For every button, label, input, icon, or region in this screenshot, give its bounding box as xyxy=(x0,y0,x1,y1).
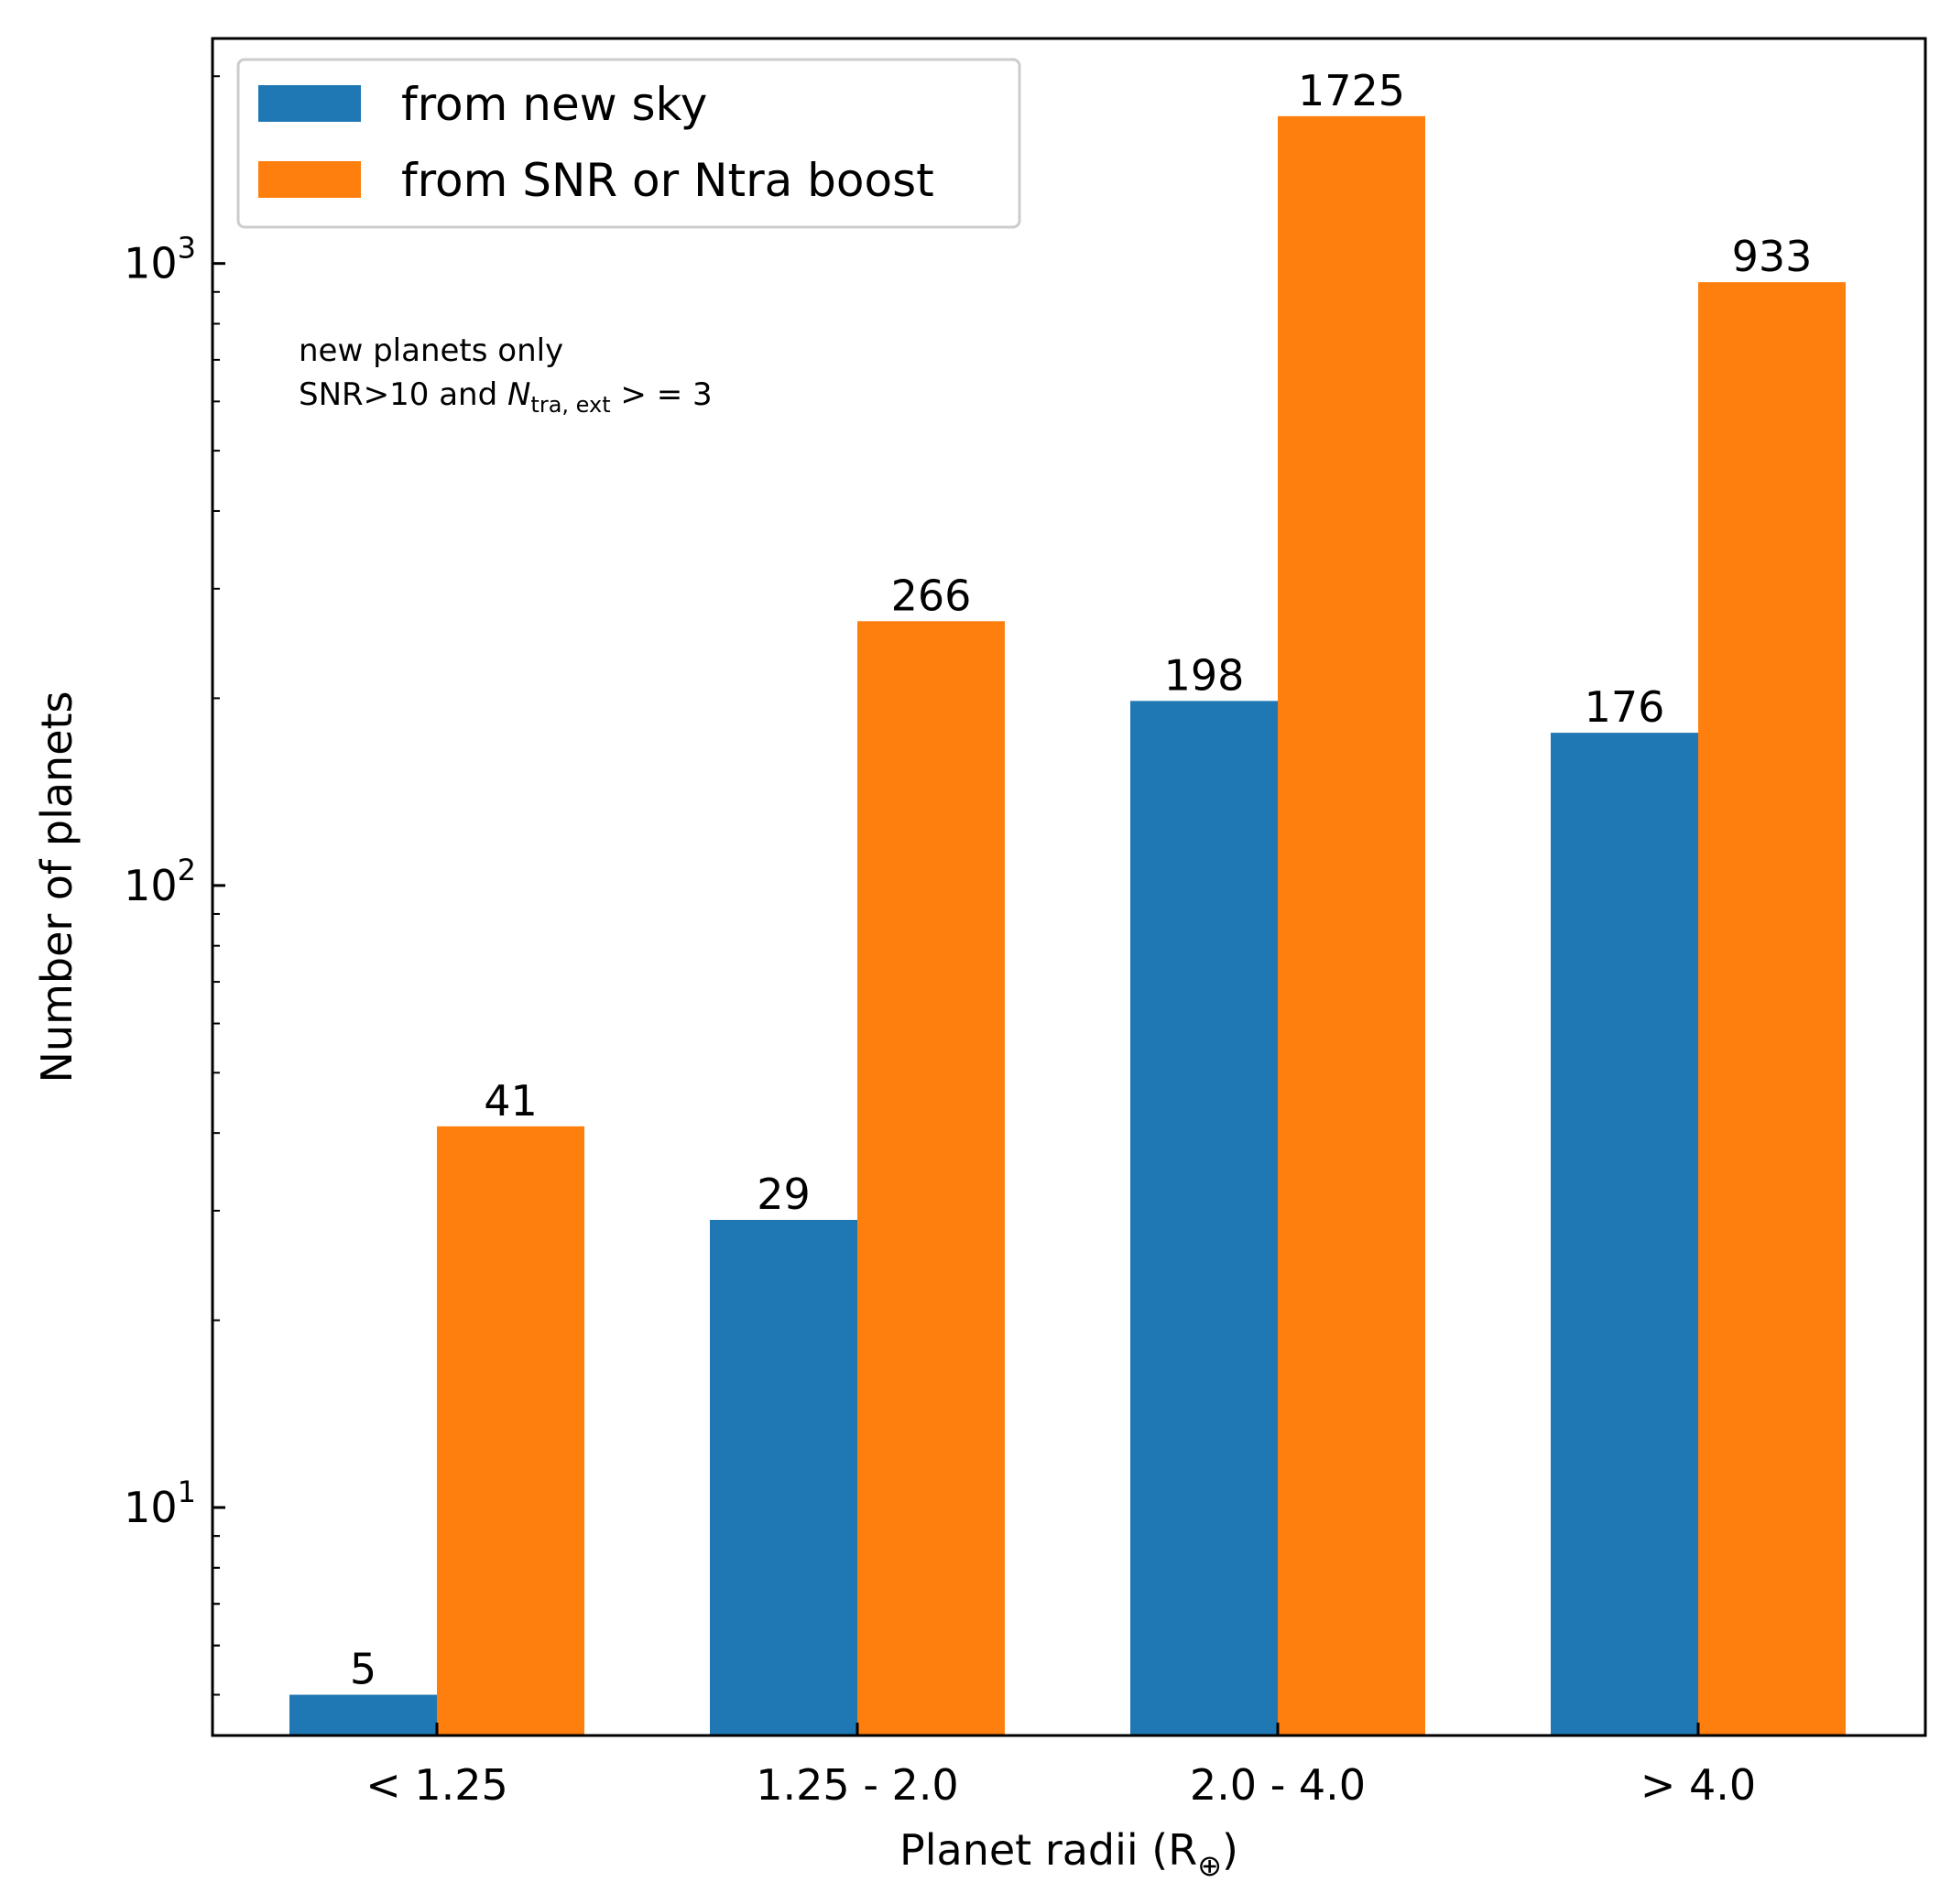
y-tick-label-2: 103 xyxy=(124,231,196,288)
legend-label-new-sky: from new sky xyxy=(401,78,707,131)
bar-new-sky-0 xyxy=(289,1694,437,1735)
x-tick-label-2: 2.0 - 4.0 xyxy=(1190,1760,1366,1810)
bar-snr-boost-3 xyxy=(1698,282,1846,1735)
bar-snr-boost-1 xyxy=(857,621,1005,1735)
data-label-new-sky-2: 198 xyxy=(1164,650,1245,700)
data-label-snr-boost-1: 266 xyxy=(891,571,972,620)
bar-new-sky-2 xyxy=(1130,701,1278,1735)
data-label-snr-boost-2: 1725 xyxy=(1298,66,1405,115)
x-tick-label-0: < 1.25 xyxy=(365,1760,508,1810)
y-tick-label-0: 101 xyxy=(124,1474,196,1532)
y-tick-exponent-1: 2 xyxy=(178,853,196,887)
y-tick-exponent-0: 1 xyxy=(178,1474,196,1509)
data-label-snr-boost-3: 933 xyxy=(1732,232,1813,281)
y-tick-base-2: 10 xyxy=(124,239,178,288)
x-tick-label-1: 1.25 - 2.0 xyxy=(756,1760,958,1810)
y-axis-label: Number of planets xyxy=(32,691,82,1083)
bars-layer xyxy=(289,115,1846,1736)
x-axis-label-text: Planet radii (R xyxy=(899,1825,1197,1875)
legend-swatch-new-sky xyxy=(258,85,361,122)
annotation-line-1: new planets only xyxy=(299,332,563,369)
annotation-variable: N xyxy=(507,376,530,413)
annotation: new planets only SNR>10 and Ntra, ext > … xyxy=(299,332,713,418)
data-label-new-sky-0: 5 xyxy=(350,1645,376,1694)
bar-snr-boost-2 xyxy=(1278,115,1425,1736)
bar-snr-boost-0 xyxy=(437,1126,584,1735)
data-label-new-sky-1: 29 xyxy=(757,1170,811,1219)
plot-frame xyxy=(211,37,1927,1737)
legend: from new sky from SNR or Ntra boost xyxy=(236,58,1021,229)
x-axis-label-symbol: ⊕ xyxy=(1197,1848,1222,1883)
y-tick-label-1: 102 xyxy=(124,853,196,910)
bar-new-sky-1 xyxy=(710,1220,857,1735)
x-axis-label: Planet radii (R⊕) xyxy=(899,1825,1238,1883)
y-tick-exponent-2: 3 xyxy=(178,231,196,266)
data-labels-layer: 5 41 29 266 198 1725 176 933 xyxy=(350,66,1813,1694)
x-tick-label-3: > 4.0 xyxy=(1640,1760,1756,1810)
y-tick-base-1: 10 xyxy=(124,861,178,910)
data-label-new-sky-3: 176 xyxy=(1585,682,1665,732)
legend-box xyxy=(236,58,1021,229)
legend-swatch-snr-boost xyxy=(258,161,361,198)
y-tick-base-0: 10 xyxy=(124,1483,178,1532)
annotation-prefix: SNR>10 and xyxy=(299,376,507,413)
x-axis-label-close: ) xyxy=(1222,1825,1238,1875)
annotation-subscript: tra, ext xyxy=(530,392,610,418)
bar-new-sky-3 xyxy=(1551,733,1698,1735)
data-label-snr-boost-0: 41 xyxy=(484,1076,538,1126)
legend-label-snr-boost: from SNR or Ntra boost xyxy=(401,154,934,207)
annotation-line-2: SNR>10 and Ntra, ext > = 3 xyxy=(299,376,713,418)
annotation-suffix: > = 3 xyxy=(611,376,713,413)
